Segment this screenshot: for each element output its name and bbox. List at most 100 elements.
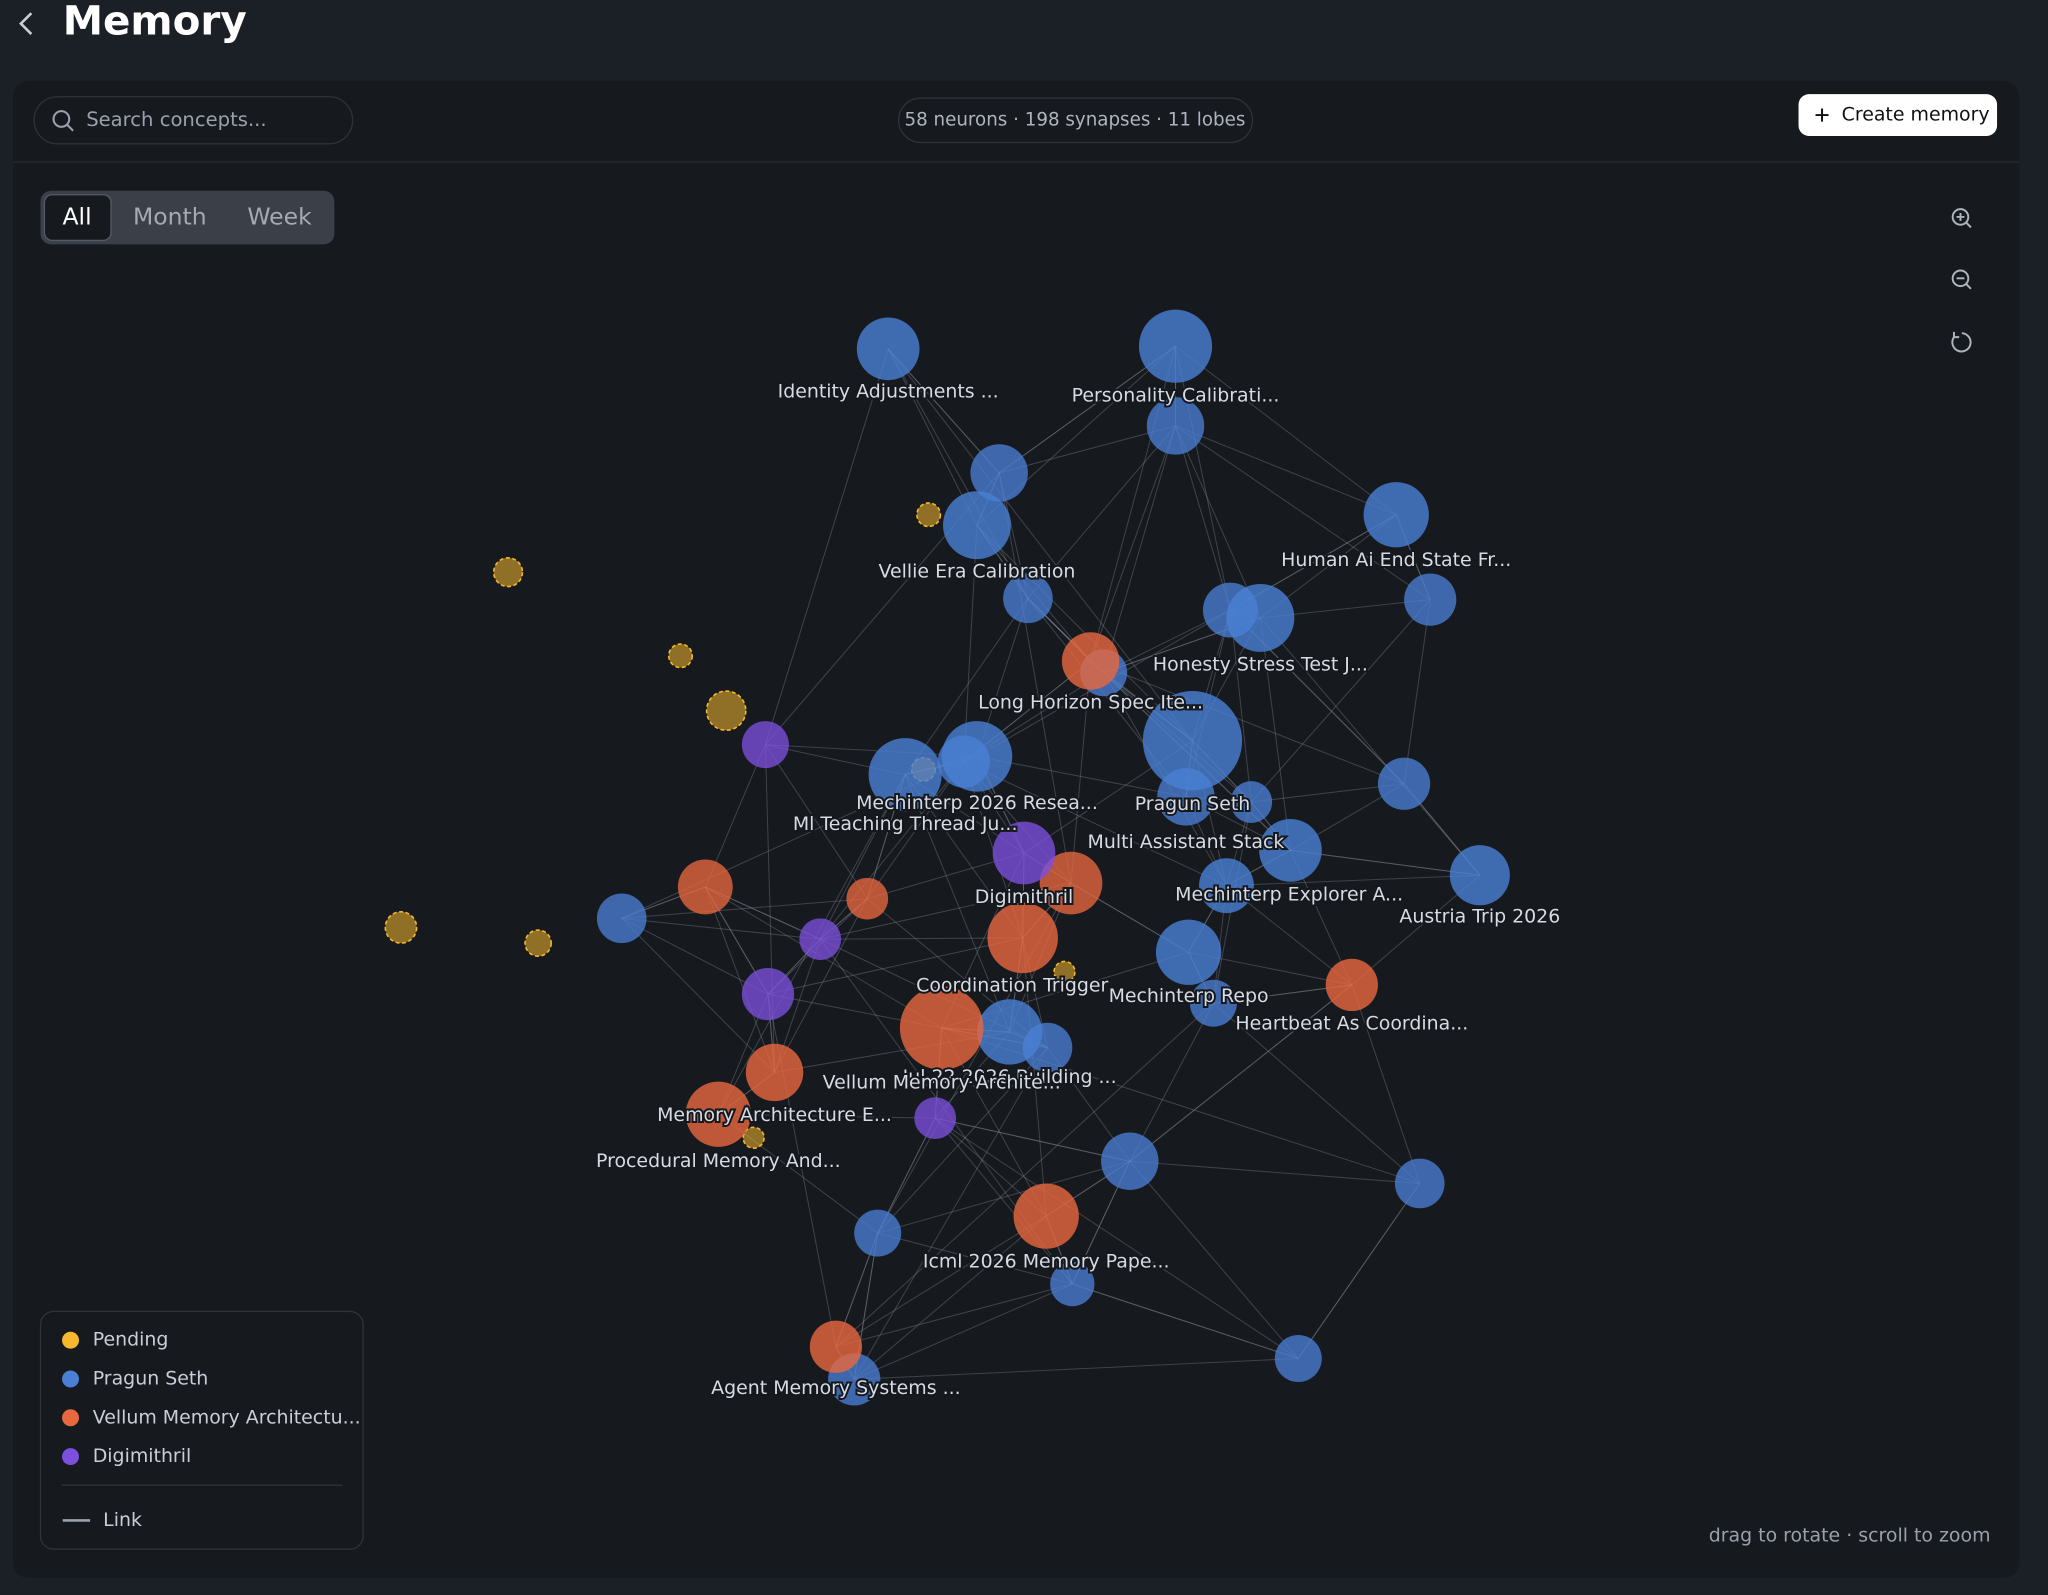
synapse	[621, 917, 821, 940]
neuron	[1050, 1261, 1095, 1307]
synapse	[877, 1160, 1130, 1234]
pending-neuron	[1053, 960, 1076, 984]
legend-label: Digimithril	[93, 1445, 192, 1467]
pending-neuron	[524, 929, 552, 957]
labels: Identity Adjustments ... Personality Cali…	[594, 378, 1562, 1400]
synapse	[934, 1117, 1299, 1359]
node-label: Human Ai End State Fr...	[1281, 549, 1511, 571]
synapse	[1070, 660, 1092, 884]
synapse	[1226, 874, 1480, 887]
legend	[39, 1310, 364, 1550]
neuron	[741, 721, 789, 769]
search-box[interactable]: Search concepts...	[33, 96, 354, 145]
synapse	[1129, 984, 1353, 1162]
neuron	[1061, 632, 1120, 690]
synapse	[1022, 937, 1047, 1217]
hint: drag to rotate · scroll to zoom	[1709, 1525, 1991, 1547]
synapse	[877, 1232, 1073, 1285]
neuron	[1003, 573, 1053, 624]
nodes	[384, 309, 1510, 1406]
node-label: Ml Teaching Thread Ju...	[793, 813, 1018, 835]
legend-swatch	[62, 1409, 80, 1427]
neuron	[856, 317, 920, 381]
synapse	[999, 425, 1176, 474]
neuron	[1155, 919, 1222, 985]
synapse	[718, 1113, 936, 1119]
synapse	[1090, 425, 1177, 662]
node-label: Austria Trip 2026	[1399, 906, 1560, 928]
neuron	[846, 877, 889, 920]
synapse	[1129, 1160, 1420, 1184]
synapse	[835, 1002, 1214, 1348]
neuron	[854, 1209, 902, 1257]
node-label: Heartbeat As Coordina...	[1235, 1013, 1468, 1035]
neuron	[1101, 1132, 1159, 1190]
synapse	[963, 525, 978, 762]
neuron	[1142, 691, 1243, 791]
synapse	[1027, 425, 1176, 599]
neuron	[677, 859, 733, 915]
synapse	[1213, 1002, 1421, 1184]
synapse	[819, 761, 965, 940]
reset-view[interactable]	[1951, 331, 1972, 353]
synapse	[774, 898, 868, 1073]
synapse	[1297, 1183, 1421, 1359]
create-button[interactable]: Create memory	[1798, 94, 1998, 136]
filter-button[interactable]: Month	[133, 203, 207, 231]
pending-neuron	[742, 1126, 765, 1149]
neuron	[685, 1081, 752, 1147]
zoom-out[interactable]	[1951, 269, 1972, 290]
synapse	[934, 1117, 1073, 1285]
neuron	[941, 721, 1013, 792]
synapse	[820, 882, 1072, 940]
node-label: Mechinterp Repo	[1109, 985, 1269, 1007]
synapse	[998, 472, 1072, 884]
synapse	[1175, 425, 1261, 619]
filter-active	[43, 194, 112, 242]
neuron	[976, 999, 1043, 1065]
synapse	[853, 1047, 1048, 1380]
synapse	[1175, 425, 1231, 611]
synapse	[1072, 1283, 1299, 1359]
synapse	[1129, 1160, 1299, 1359]
synapse	[854, 1357, 1299, 1380]
synapse	[1129, 984, 1353, 1162]
synapse	[704, 886, 776, 1073]
synapse	[1290, 849, 1480, 876]
neuron	[809, 1320, 863, 1373]
neuron	[914, 1097, 957, 1140]
node-label: Jul 22 2026 Building ...	[902, 1066, 1117, 1088]
filter-button[interactable]: All	[62, 203, 91, 231]
synapse	[764, 744, 868, 900]
neuron	[1377, 757, 1431, 810]
synapse	[1351, 984, 1421, 1184]
neuron	[992, 821, 1056, 885]
node-label: Long Horizon Spec Ite...	[978, 691, 1203, 713]
node-label: Vellie Era Calibration	[879, 561, 1076, 583]
synapse	[1072, 1283, 1299, 1359]
synapse	[1175, 345, 1397, 516]
pending-neuron	[492, 557, 524, 588]
neuron	[1039, 851, 1103, 915]
filter-group	[40, 190, 335, 245]
node-label: Coordination Trigger	[916, 975, 1108, 997]
node-label: Memory Architecture E...	[657, 1104, 892, 1126]
back-button[interactable]	[19, 12, 33, 35]
synapse	[621, 917, 769, 995]
page-title: Memory	[63, 0, 247, 45]
synapse	[963, 761, 1227, 887]
synapse	[976, 514, 1397, 757]
filter-button[interactable]: Week	[247, 203, 312, 231]
neuron	[1138, 309, 1213, 383]
neuron	[1146, 397, 1205, 455]
node-label: Agent Memory Systems ...	[711, 1377, 960, 1399]
legend-label: Pending	[93, 1329, 169, 1351]
synapse	[1090, 346, 1177, 662]
legend-link: Link	[103, 1509, 142, 1531]
synapse	[866, 761, 965, 900]
synapse	[1174, 346, 1231, 611]
neuron	[1274, 1334, 1322, 1382]
synapse	[621, 917, 775, 1073]
zoom-in[interactable]	[1951, 208, 1972, 229]
neuron	[987, 902, 1058, 974]
